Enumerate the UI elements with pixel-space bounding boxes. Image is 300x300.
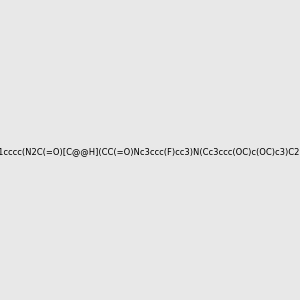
Text: COc1cccc(N2C(=O)[C@@H](CC(=O)Nc3ccc(F)cc3)N(Cc3ccc(OC)c(OC)c3)C2=O)c1: COc1cccc(N2C(=O)[C@@H](CC(=O)Nc3ccc(F)cc…	[0, 147, 300, 156]
